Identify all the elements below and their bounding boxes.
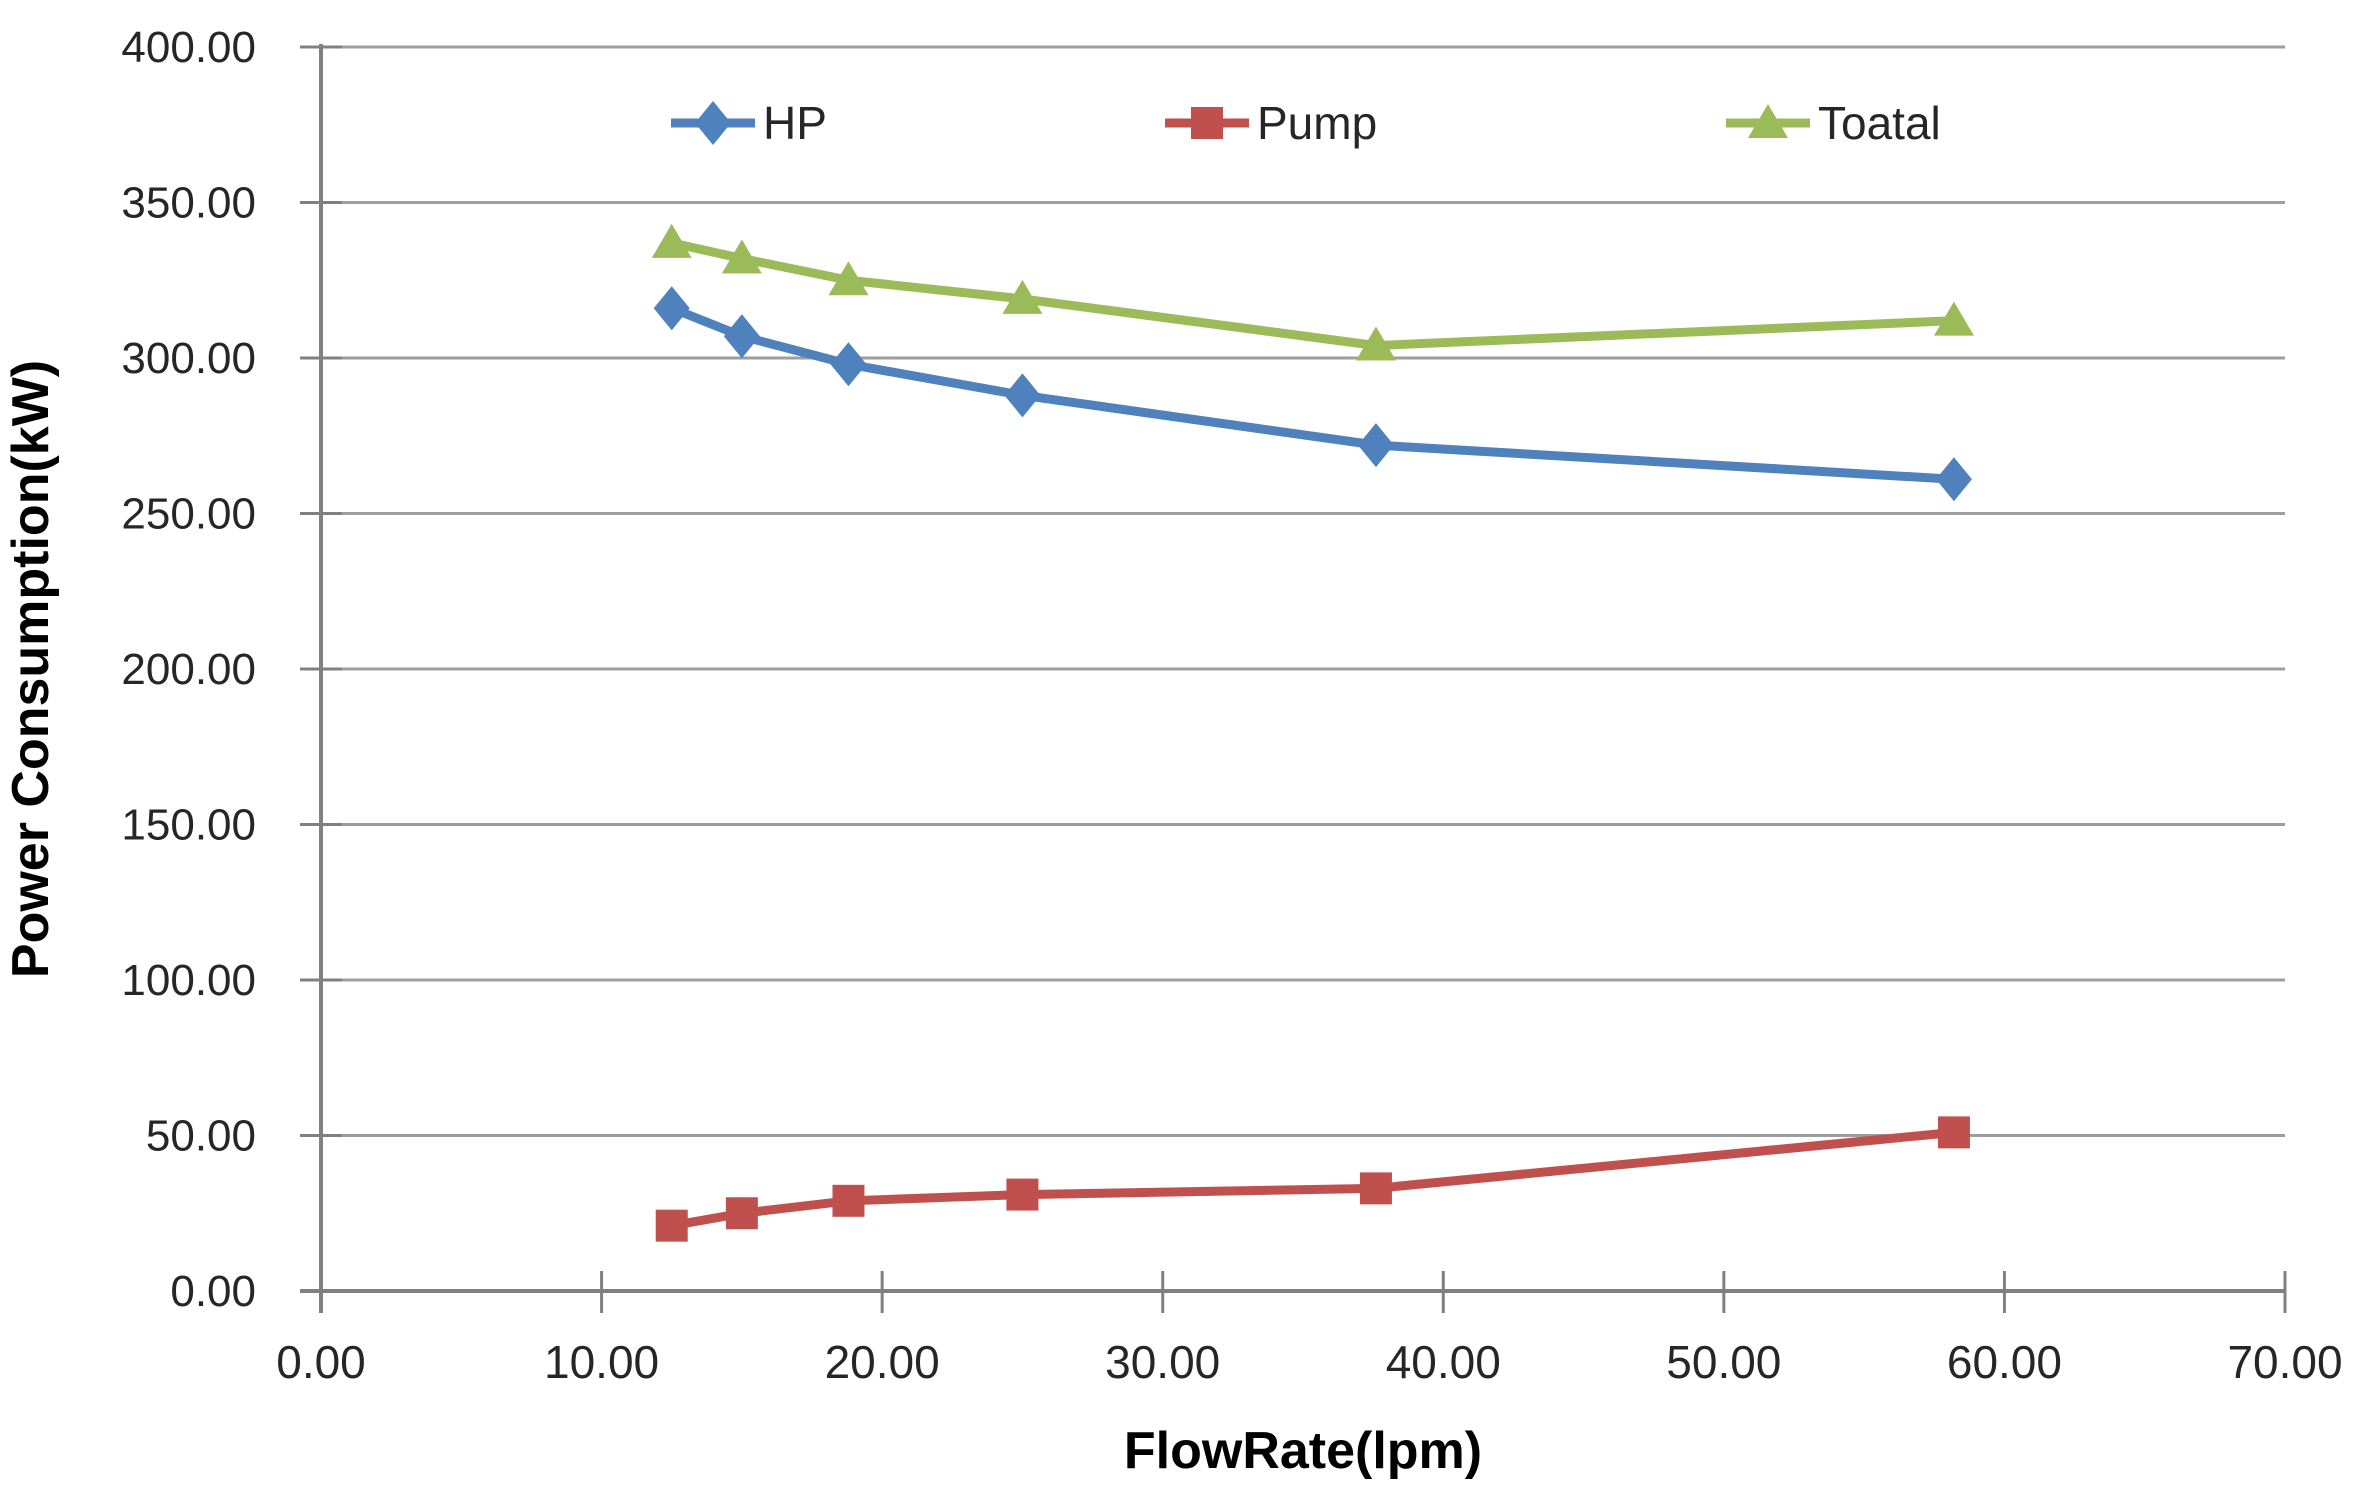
series-toatal-marker bbox=[1002, 279, 1043, 314]
y-tick-label: 300.00 bbox=[121, 334, 256, 383]
x-tick-label: 10.00 bbox=[544, 1336, 659, 1388]
series-pump-marker bbox=[1359, 1172, 1392, 1205]
legend-marker-toatal bbox=[1748, 104, 1788, 138]
legend-item-hp: HP bbox=[671, 97, 827, 149]
axes: 0.00 10.00 20.00 30.00 40.00 50.00 60.00 70.00 0… bbox=[121, 23, 2342, 1388]
y-tick-label: 50.00 bbox=[146, 1112, 256, 1161]
series-toatal-marker bbox=[1355, 326, 1396, 361]
gridlines bbox=[321, 45, 2285, 1137]
x-tick-label: 70.00 bbox=[2227, 1336, 2342, 1388]
series-hp-marker bbox=[1935, 457, 1972, 502]
series-toatal-marker bbox=[1933, 301, 1974, 336]
legend-label-pump: Pump bbox=[1257, 97, 1377, 149]
y-tick-label: 350.00 bbox=[121, 179, 256, 228]
y-tick-label: 100.00 bbox=[121, 956, 256, 1005]
legend-marker-pump bbox=[1191, 107, 1223, 139]
x-axis-title: FlowRate(lpm) bbox=[1124, 1422, 1482, 1480]
y-tick-label: 250.00 bbox=[121, 490, 256, 539]
x-tick-label: 40.00 bbox=[1386, 1336, 1501, 1388]
series-toatal bbox=[651, 223, 1974, 361]
series-hp-marker bbox=[723, 314, 760, 359]
series-toatal-line bbox=[667, 238, 1959, 351]
y-tick-label: 200.00 bbox=[121, 645, 256, 694]
series-toatal-marker bbox=[721, 239, 762, 274]
series-toatal-marker bbox=[828, 261, 869, 296]
legend-item-toatal: Toatal bbox=[1726, 97, 1941, 149]
legend-item-pump: Pump bbox=[1165, 97, 1377, 149]
x-tick-label: 20.00 bbox=[825, 1336, 940, 1388]
x-tick-label: 60.00 bbox=[1947, 1336, 2062, 1388]
series-hp bbox=[653, 286, 1972, 502]
series-hp-marker bbox=[1004, 373, 1041, 418]
series-pump-marker bbox=[655, 1209, 688, 1242]
series-toatal-marker bbox=[651, 223, 692, 258]
y-tick-label: 0.00 bbox=[170, 1267, 256, 1316]
x-tick-label: 30.00 bbox=[1105, 1336, 1220, 1388]
series-pump-marker bbox=[832, 1184, 865, 1217]
legend-label-hp: HP bbox=[763, 97, 827, 149]
legend-label-toatal: Toatal bbox=[1818, 97, 1941, 149]
legend: HP Pump Toatal bbox=[671, 97, 1941, 149]
legend-marker-hp bbox=[695, 101, 731, 145]
series-hp-marker bbox=[653, 286, 690, 331]
series-pump bbox=[655, 1116, 1970, 1242]
series-pump-marker bbox=[1937, 1116, 1970, 1149]
series-pump-marker bbox=[725, 1197, 758, 1230]
series-hp-marker bbox=[830, 342, 867, 387]
y-tick-label: 150.00 bbox=[121, 801, 256, 850]
x-tick-label: 50.00 bbox=[1666, 1336, 1781, 1388]
y-axis-title: Power Consumption(kW) bbox=[2, 360, 60, 978]
series-hp-marker bbox=[1357, 423, 1394, 468]
x-tick-label: 0.00 bbox=[276, 1336, 366, 1388]
series-pump-marker bbox=[1006, 1178, 1039, 1211]
y-tick-label: 400.00 bbox=[121, 23, 256, 72]
